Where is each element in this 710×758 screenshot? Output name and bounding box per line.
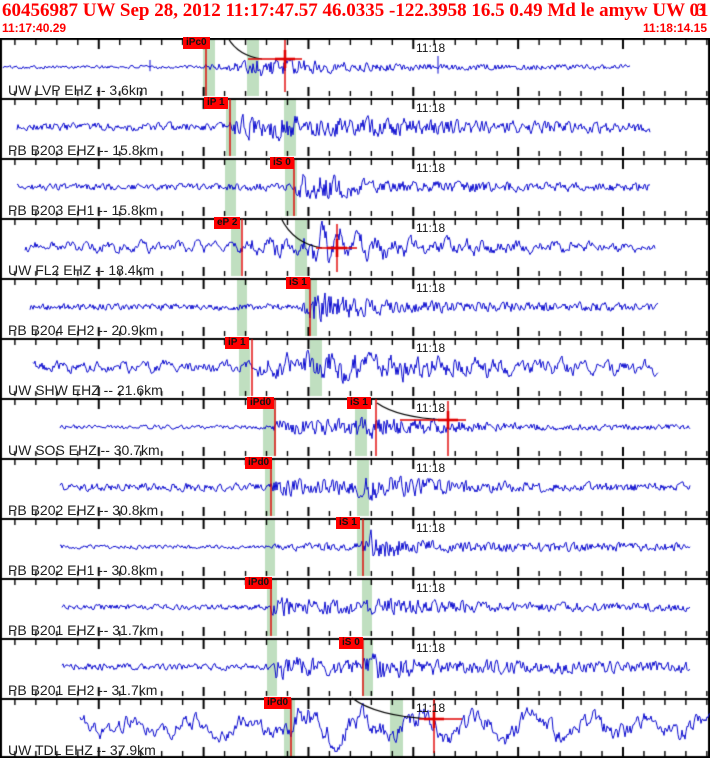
minute-tick-label: 11:18 — [416, 401, 446, 415]
phase-pick-flag[interactable]: iS 1 — [286, 277, 310, 289]
page-indicator: 3 — [696, 0, 707, 21]
station-label: UW SHW EHZ -- 21.6km — [8, 382, 163, 398]
minute-tick-label: 11:18 — [416, 161, 446, 175]
minute-tick-label: 11:18 — [416, 221, 446, 235]
phase-pick-flag[interactable]: eP 2 — [214, 217, 241, 229]
station-label: PB B201 EHZ -- 31.7km — [8, 622, 159, 638]
phase-pick-flag[interactable]: iPd0 — [247, 397, 275, 409]
phase-pick-flag[interactable]: iPd0 — [245, 457, 273, 469]
time-window-header: 11:17:40.29 11:18:14.15 — [2, 21, 708, 36]
window-end-time: 11:18:14.15 — [642, 21, 707, 35]
phase-pick-flag[interactable]: iS 0 — [339, 637, 363, 649]
station-label: UW TDL EHZ -- 37.9km — [8, 742, 156, 758]
station-label: PB B203 EH1 -- 15.8km — [8, 202, 158, 218]
event-summary-text: 60456987 UW Sep 28, 2012 11:17:47.57 46.… — [2, 0, 709, 21]
station-label: PB B202 EHZ -- 30.8km — [8, 502, 159, 518]
phase-pick-flag[interactable]: iPc0 — [183, 37, 210, 49]
phase-pick-flag[interactable]: iPd0 — [264, 697, 292, 709]
minute-tick-label: 11:18 — [416, 581, 446, 595]
phase-pick-flag[interactable]: iP 1 — [225, 337, 249, 349]
minute-tick-label: 11:18 — [416, 281, 446, 295]
minute-tick-label: 11:18 — [416, 461, 446, 475]
minute-tick-label: 11:18 — [416, 521, 446, 535]
phase-pick-flag[interactable]: iS 1 — [336, 517, 360, 529]
station-label: PB B204 EH2 -- 20.9km — [8, 322, 158, 338]
event-header: 60456987 UW Sep 28, 2012 11:17:47.57 46.… — [2, 0, 709, 22]
station-label: PB B201 EH2 -- 31.7km — [8, 682, 158, 698]
station-label: UW LVP EHZ -- 3.6km — [8, 82, 148, 98]
station-label: UW FL2 EHZ -- 18.4km — [8, 262, 155, 278]
phase-pick-flag[interactable]: iS 1 — [347, 397, 371, 409]
minute-tick-label: 11:18 — [416, 701, 446, 715]
window-start-time: 11:17:40.29 — [2, 21, 67, 35]
station-label: PB B202 EH1 -- 30.8km — [8, 562, 158, 578]
minute-tick-label: 11:18 — [416, 101, 446, 115]
phase-pick-flag[interactable]: iP 1 — [204, 97, 228, 109]
station-label: PB B203 EHZ -- 15.8km — [8, 142, 159, 158]
minute-tick-label: 11:18 — [416, 641, 446, 655]
phase-pick-flag[interactable]: iPd0 — [245, 577, 273, 589]
minute-tick-label: 11:18 — [416, 341, 446, 355]
phase-pick-flag[interactable]: iS 0 — [270, 157, 294, 169]
minute-tick-label: 11:18 — [416, 41, 446, 55]
station-label: UW SOS EHZ -- 30.7km — [8, 442, 160, 458]
